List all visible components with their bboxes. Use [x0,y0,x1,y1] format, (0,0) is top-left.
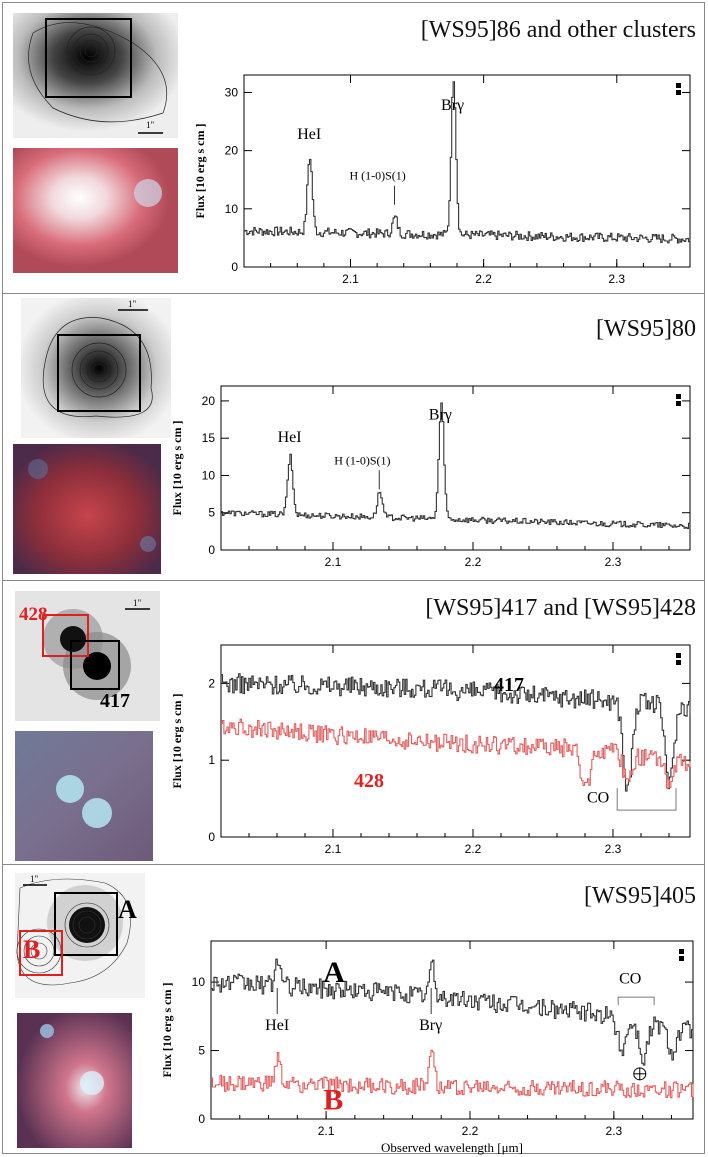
error-bar-marker [676,394,681,399]
x-tick-label: 2.1 [318,1124,335,1138]
contour-thumbnail: 1" [13,13,178,138]
series-line--ws95-86 [244,81,691,244]
y-tick-label: 20 [225,144,239,158]
series-line-428 [221,718,691,789]
y-tick-label: 0 [198,1112,205,1126]
spectrum-chart: 2.1 2.2 2.3 0 5 10 Flux [10 erg s cm ] Observed… [160,940,694,1155]
y-tick-label: 10 [202,468,216,482]
error-bar-marker [676,401,681,406]
scale-label: 1" [133,598,142,608]
annotation-label: H (1-0)S(1) [334,453,390,467]
panel-title: [WS95]86 and other clusters [420,17,696,43]
plot-frame [220,385,691,551]
y-tick-label: 0 [231,260,238,274]
spectrum-chart: 2.1 2.2 2.3 0 10 20 30 Flux [10 erg s cm ] HeI H … [193,74,691,286]
color-image [13,444,161,574]
annotation-label: CO [619,970,641,987]
scale-label: 1" [146,120,155,130]
thumb-label-a: A [118,895,137,924]
series-line-417 [221,673,691,792]
contour-thumbnail: 1" A B [15,873,145,998]
annotation-label: Brγ [441,97,464,114]
y-tick-label: 1 [208,753,215,767]
annotation-label: CO [587,789,609,806]
y-axis-label: Flux [10 erg s cm ] [160,983,174,1078]
y-tick-label: 15 [202,431,216,445]
x-tick-label: 2.3 [605,842,622,856]
thumb-label-428: 428 [19,604,48,625]
series-line-b [211,1049,694,1099]
spectrum-chart: 2.1 2.2 2.3 0 1 2 Flux [10 erg s cm ] 417 428 CO [170,644,691,856]
scale-label: 1" [128,299,137,309]
panel-ws95-80: [WS95]80 1" 2.1 2.2 2.3 0 5 10 15 20 Flux [10 er… [2,293,705,581]
error-bar-marker [676,653,681,658]
annotation-label: Brγ [419,1017,442,1034]
error-bar-marker [676,90,681,95]
panel-title: [WS95]405 [584,883,696,909]
panel-ws95-405: [WS95]405 1" A B 2.1 2.2 2.3 0 5 10 Flux [10 e… [2,864,705,1155]
color-image [17,1013,132,1148]
error-bar-marker [679,956,684,961]
y-tick-label: 5 [198,1044,205,1058]
x-tick-label: 2.2 [462,1124,479,1138]
annotation-label: HeI [278,429,302,446]
plot-frame [243,74,691,268]
contour-thumbnail: 1" [21,298,171,438]
series-line--ws95-80 [221,402,691,530]
y-tick-label: 10 [192,975,206,989]
error-bar-marker [676,660,681,665]
annotation-label: H (1-0)S(1) [349,169,405,183]
x-tick-label: 2.2 [465,555,482,569]
contour-thumbnail: 1" 428 417 [15,591,160,721]
y-tick-label: 10 [225,202,239,216]
x-axis-label: Observed wavelength [μm] [381,1140,523,1155]
x-tick-label: 2.3 [606,1124,623,1138]
y-tick-label: 0 [208,830,215,844]
x-tick-label: 2.3 [605,555,622,569]
color-image [13,148,178,273]
series-label-A: A [323,956,345,989]
series-label-B: B [323,1083,343,1116]
y-tick-label: 2 [208,676,215,690]
x-tick-label: 2.1 [325,555,342,569]
panel-ws95-86: [WS95]86 and other clusters 1" 2.1 2.2 2.3… [2,2,705,294]
y-axis-label: Flux [10 erg s cm ] [170,421,184,516]
error-bar-marker [679,949,684,954]
annotation-label: Brγ [429,407,452,424]
spectrum-chart: 2.1 2.2 2.3 0 5 10 15 20 Flux [10 erg s cm ] HeI H… [170,385,691,569]
y-tick-label: 5 [208,506,215,520]
series-label-428: 428 [354,770,384,792]
color-image [15,731,153,861]
plot-frame [220,644,691,838]
x-tick-label: 2.1 [325,842,342,856]
x-tick-label: 2.2 [465,842,482,856]
co-bracket [616,788,677,811]
co-bracket [617,996,655,1006]
thumb-label-b: B [23,935,40,964]
x-tick-label: 2.3 [608,272,625,286]
panel-title: [WS95]417 and [WS95]428 [425,595,696,621]
y-tick-label: 20 [202,394,216,408]
series-line-a [211,958,694,1066]
panel-title: [WS95]80 [596,316,696,342]
x-tick-label: 2.2 [475,272,492,286]
panel-ws95-417-428: [WS95]417 and [WS95]428 1" 428 417 2.1 2.… [2,580,705,865]
error-bar-marker [676,83,681,88]
annotation-label: HeI [297,126,321,143]
y-axis-label: Flux [10 erg s cm ] [193,124,207,219]
annotation-label: HeI [265,1017,289,1034]
x-tick-label: 2.1 [342,272,359,286]
series-label-417: 417 [494,674,524,696]
y-tick-label: 30 [225,85,239,99]
thumb-label-417: 417 [100,690,130,712]
scale-label: 1" [30,874,39,884]
y-axis-label: Flux [10 erg s cm ] [170,694,184,789]
y-tick-label: 0 [208,543,215,557]
